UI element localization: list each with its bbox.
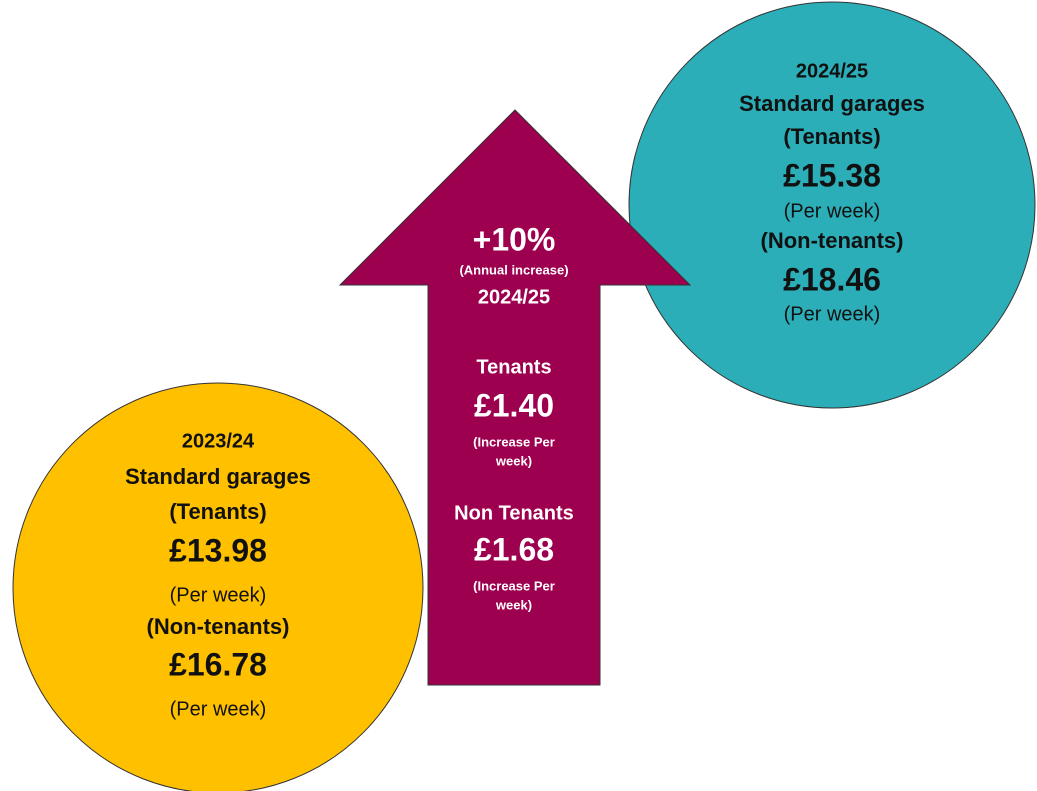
period: 2023/24 xyxy=(182,430,255,452)
tenants-label: Tenants xyxy=(476,356,551,378)
title: Standard garages xyxy=(739,91,925,116)
arrow-text: +10% (Annual increase) 2024/25 Tenants £… xyxy=(454,221,574,612)
left-text: 2023/24 Standard garages (Tenants) £13.9… xyxy=(125,430,311,720)
non-tenants-label: Non Tenants xyxy=(454,502,574,524)
unit: (Per week) xyxy=(784,303,881,325)
unit: (Per week) xyxy=(784,200,881,222)
tenants-label: (Tenants) xyxy=(783,124,880,149)
non-tenants-price: £18.46 xyxy=(783,261,881,297)
tenants-price: £15.38 xyxy=(783,157,881,193)
tenants-increase: £1.40 xyxy=(474,387,554,423)
tenants-label: (Tenants) xyxy=(169,499,266,524)
unit: (Per week) xyxy=(170,698,267,720)
non-tenants-label: (Non-tenants) xyxy=(147,614,290,639)
unit: (Per week) xyxy=(170,584,267,606)
increase-arrow xyxy=(338,109,692,686)
period: 2024/25 xyxy=(478,286,550,308)
non-tenants-label: (Non-tenants) xyxy=(761,228,904,253)
non-tenants-increase: £1.68 xyxy=(474,531,554,567)
circle-2023 xyxy=(12,382,424,791)
tenants-note: week) xyxy=(495,453,532,468)
tenants-price: £13.98 xyxy=(169,532,267,568)
percent-note: (Annual increase) xyxy=(459,262,568,277)
period: 2024/25 xyxy=(796,60,868,82)
non-tenants-note: (Increase Per xyxy=(473,578,555,593)
tenants-note: (Increase Per xyxy=(473,434,555,449)
percent: +10% xyxy=(473,221,556,257)
circle-2024 xyxy=(628,1,1036,409)
non-tenants-price: £16.78 xyxy=(169,646,267,682)
non-tenants-note: week) xyxy=(495,597,532,612)
title: Standard garages xyxy=(125,464,311,489)
right-text: 2024/25 Standard garages (Tenants) £15.3… xyxy=(739,60,925,325)
